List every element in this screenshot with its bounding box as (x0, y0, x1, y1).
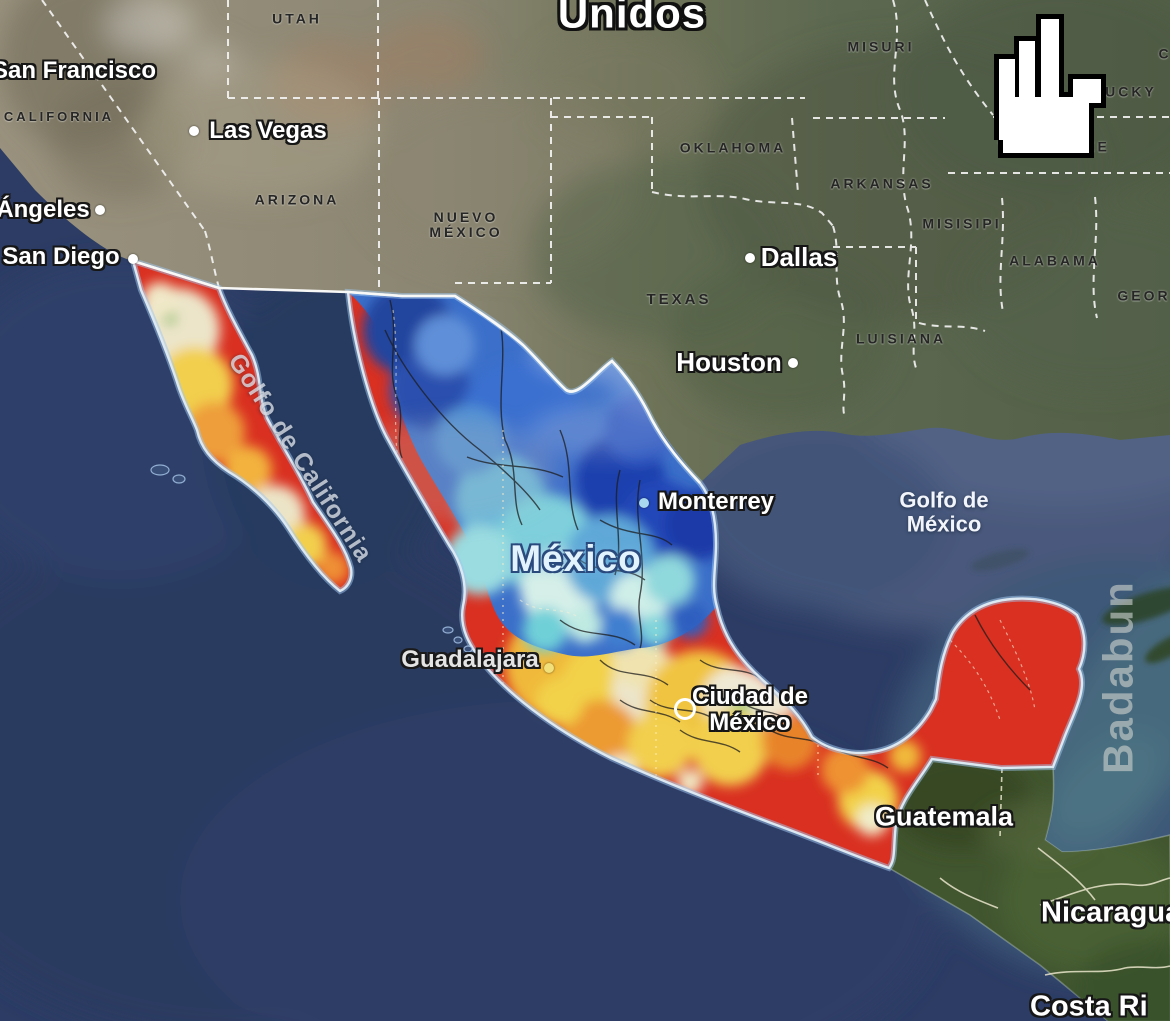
us-landmass (0, 0, 1170, 483)
us-mexico-border-line (132, 259, 701, 484)
pacific-islands (150, 464, 473, 653)
mexico-heatmap-overlay (348, 292, 1085, 868)
cuba-islands (970, 549, 1170, 664)
central-america-borders (939, 767, 1170, 976)
central-america-landmass (888, 758, 1170, 1021)
